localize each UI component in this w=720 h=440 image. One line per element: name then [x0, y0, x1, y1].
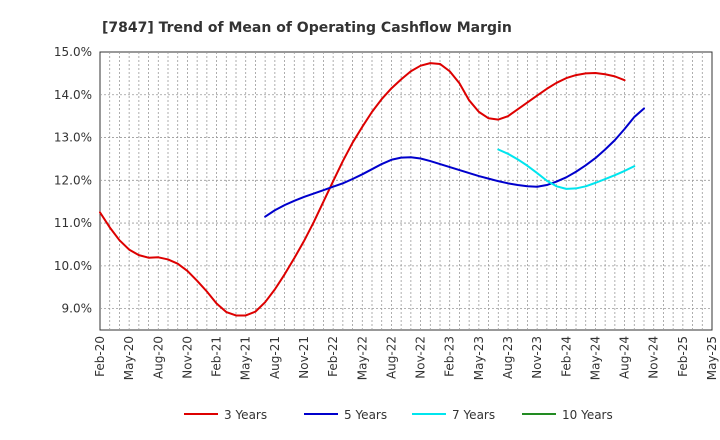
series-layer [99, 62, 645, 317]
x-tick-label: Nov-24 [647, 336, 661, 379]
x-tick-label: May-22 [355, 336, 369, 380]
x-tick-label: Aug-21 [268, 336, 282, 379]
x-tick-label: Aug-23 [501, 336, 515, 379]
legend: 3 Years 5 Years 7 Years 10 Years [184, 408, 613, 422]
x-tick-label: May-23 [472, 336, 486, 380]
x-tick-label: Nov-22 [414, 336, 428, 379]
plot-frame [99, 51, 713, 331]
x-tick-label: Nov-20 [180, 336, 194, 379]
legend-label-7-years: 7 Years [452, 408, 495, 422]
y-tick-label: 11.0% [54, 216, 92, 230]
chart-title: [7847] Trend of Mean of Operating Cashfl… [102, 20, 512, 36]
x-tick-label: Feb-21 [210, 336, 224, 377]
x-tick-label: Aug-24 [618, 336, 632, 379]
y-tick-label: 10.0% [54, 259, 92, 273]
y-tick-label: 13.0% [54, 131, 92, 145]
x-tick-label: May-21 [239, 336, 253, 380]
x-tick-label: Feb-25 [676, 336, 690, 377]
x-tick-label: Feb-22 [326, 336, 340, 377]
y-tick-label: 15.0% [54, 45, 92, 59]
x-tick-label: May-25 [705, 336, 719, 380]
axis-layer: 9.0% 10.0% 11.0% 12.0% 13.0% 14.0% 15.0% Feb-20… [54, 45, 719, 380]
x-tick-label: Nov-23 [530, 336, 544, 379]
x-tick-label: Feb-24 [559, 336, 573, 377]
x-tick-label: May-24 [588, 336, 602, 380]
x-tick-label: Feb-20 [93, 336, 107, 377]
y-tick-label: 14.0% [54, 88, 92, 102]
x-tick-label: Feb-23 [443, 336, 457, 377]
x-tick-label: Aug-22 [384, 336, 398, 379]
legend-label-3-years: 3 Years [224, 408, 267, 422]
series-line-7-years [497, 148, 636, 190]
series-line-5-years [264, 107, 645, 218]
y-tick-label: 9.0% [62, 302, 93, 316]
series-line-3-years [99, 62, 626, 317]
legend-label-5-years: 5 Years [344, 408, 387, 422]
legend-label-10-years: 10 Years [562, 408, 613, 422]
grid-layer [99, 51, 713, 331]
x-tick-label: Aug-20 [151, 336, 165, 379]
x-tick-label: May-20 [122, 336, 136, 380]
x-tick-label: Nov-21 [297, 336, 311, 379]
y-tick-label: 12.0% [54, 173, 92, 187]
